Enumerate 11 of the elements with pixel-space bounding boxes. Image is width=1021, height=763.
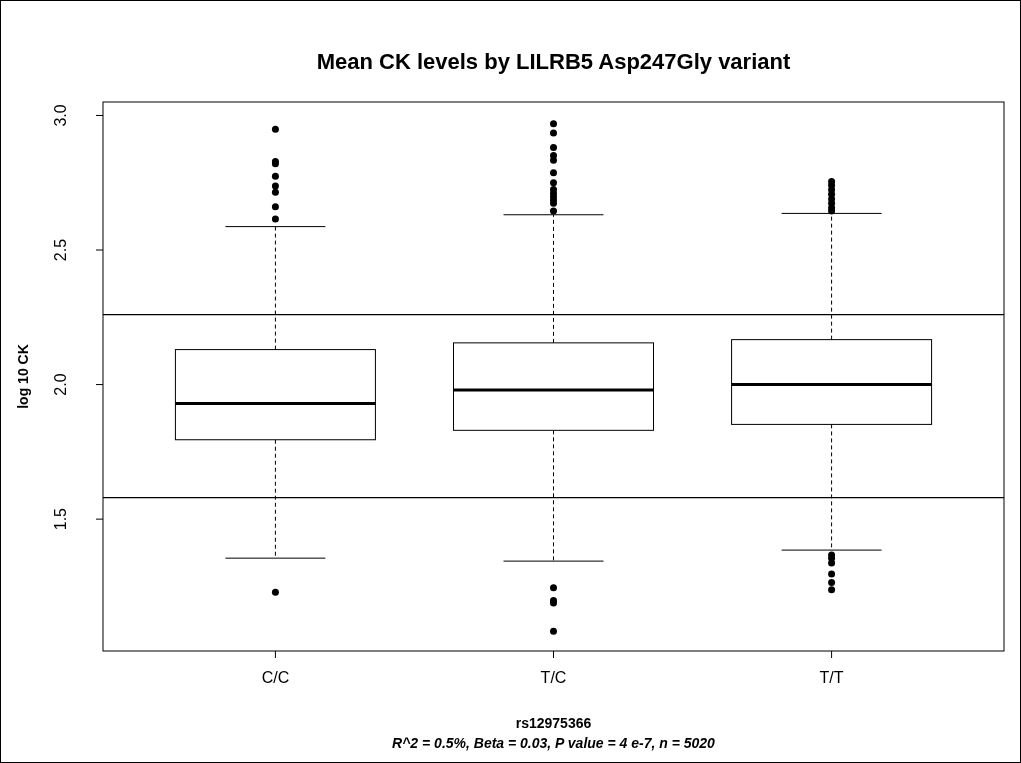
x-tick-label: T/C xyxy=(540,669,567,686)
x-tick-label: C/C xyxy=(261,669,290,686)
x-axis-title: rs12975366 xyxy=(515,715,592,731)
y-axis-title: log 10 CK xyxy=(15,344,31,409)
y-tick-label: 2.5 xyxy=(52,238,69,262)
x-tick-label: T/T xyxy=(819,669,844,686)
y-tick-label: 3.0 xyxy=(52,104,69,127)
y-tick-label: 1.5 xyxy=(52,507,69,531)
text: R^2 = 0.5%, Beta = 0.03, P value = 4 e-7, n = 5020 xyxy=(392,735,716,751)
chart-title: Mean CK levels by LILRB5 Asp247Gly variant xyxy=(316,49,791,74)
y-tick-label: 2.0 xyxy=(52,373,69,396)
